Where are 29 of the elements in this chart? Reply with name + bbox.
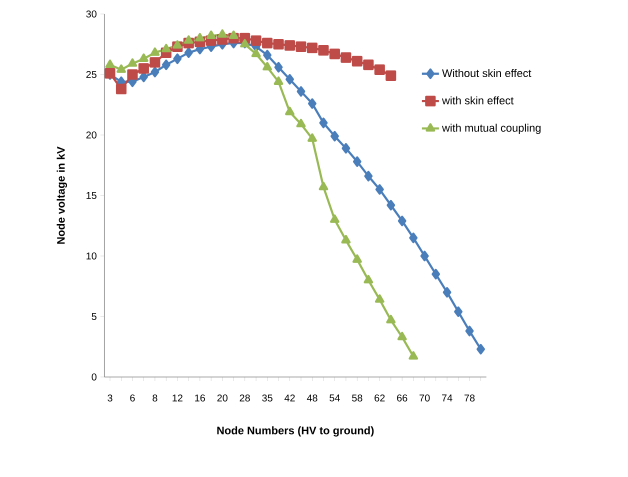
x-tick-label: 70 [420,394,430,402]
x-axis-title: Node Numbers (HV to ground) [217,426,374,437]
x-tick-label: 42 [284,394,295,402]
x-tick-label: 58 [352,394,362,402]
x-tick-label: 3 [108,394,112,402]
x-tick-label: 66 [397,394,408,402]
x-tick-label: 20 [217,394,228,402]
x-tick-label: 8 [152,394,158,402]
y-tick-label: 30 [86,10,96,18]
y-tick-label: 0 [92,373,96,381]
x-tick-label: 74 [442,394,452,402]
y-tick-label: 20 [86,131,96,139]
x-tick-label: 78 [464,394,475,402]
x-tick-label: 16 [195,394,205,402]
x-tick-label: 35 [262,394,272,402]
y-tick-label: 15 [86,192,96,199]
y-tick-label: 10 [86,252,96,260]
x-tick-label: 6 [130,394,135,402]
x-tick-label: 48 [306,394,318,402]
x-tick-label: 28 [240,394,250,402]
y-axis-title: Node voltage in kV [56,146,68,244]
legend-label: Without skin effect [442,69,532,78]
y-tick-label: 5 [92,313,96,320]
y-tick-label: 25 [86,70,96,78]
x-tick-label: 62 [374,394,385,402]
x-tick-label: 54 [330,394,340,402]
legend-label: with skin effect [442,96,514,104]
legend-label: with mutual coupling [442,124,541,134]
x-tick-label: 12 [172,394,182,402]
